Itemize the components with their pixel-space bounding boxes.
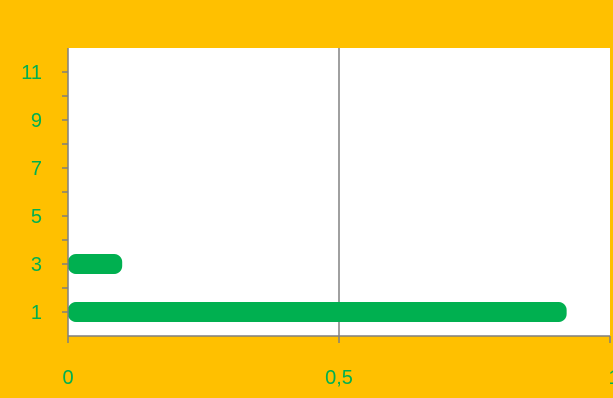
y-tick-label: 7 (31, 158, 42, 180)
x-tick-label: 0 (62, 367, 73, 389)
y-tick-label: 11 (21, 62, 42, 84)
bar (68, 254, 123, 274)
y-tick-label: 9 (31, 110, 42, 132)
y-tick-label: 5 (31, 206, 42, 228)
bar (68, 302, 567, 322)
y-tick-label: 1 (31, 302, 42, 324)
bars (68, 254, 567, 322)
axes (62, 48, 611, 343)
y-tick-label: 3 (31, 254, 42, 276)
x-tick-label: 0,5 (325, 367, 353, 389)
x-tick-label: 1 (608, 367, 613, 389)
tick-labels: 1 3 5 7 9 11 0 0,5 1 (21, 62, 613, 389)
